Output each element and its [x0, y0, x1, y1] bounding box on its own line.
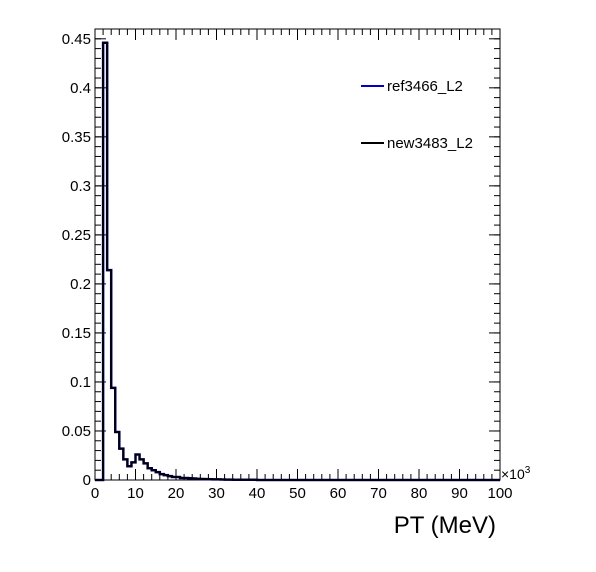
- x-tick-label: 10: [127, 485, 144, 502]
- x-tick-label: 0: [91, 485, 99, 502]
- y-tick-label: 0.2: [70, 276, 91, 293]
- x-axis-title: PT (MeV): [394, 512, 496, 539]
- x-axis: 0 10 20 30 40 50 60 70 80 90 100: [91, 29, 513, 502]
- y-tick-label: 0.45: [62, 31, 91, 48]
- series-line-ref3466_L2: [95, 41, 500, 482]
- y-tick-label: 0: [83, 472, 91, 489]
- y-tick-label: 0.35: [62, 129, 91, 146]
- y-tick-label: 0.25: [62, 227, 91, 244]
- series-line-new3483_L2: [95, 41, 500, 481]
- y-tick-label: 0.4: [70, 80, 91, 97]
- legend: ref3466_L2 new3483_L2: [361, 78, 473, 152]
- legend-label: new3483_L2: [387, 135, 473, 152]
- legend-label: ref3466_L2: [387, 78, 463, 95]
- minor-ticks: [94, 28, 501, 481]
- x-axis-multiplier: ×103: [501, 465, 531, 482]
- series-group: [95, 41, 500, 482]
- x-tick-label: 20: [168, 485, 185, 502]
- plot-frame: [94, 28, 501, 481]
- y-tick-label: 0.15: [62, 325, 91, 342]
- x-tick-label: 70: [370, 485, 387, 502]
- x-axis-multiplier-exp: 3: [525, 465, 531, 476]
- y-tick-label: 0.3: [70, 178, 91, 195]
- x-tick-label: 100: [487, 485, 512, 502]
- x-tick-label: 60: [330, 485, 347, 502]
- x-tick-label: 30: [208, 485, 225, 502]
- x-tick-label: 80: [411, 485, 428, 502]
- x-tick-label: 50: [289, 485, 306, 502]
- y-axis: 0 0.05 0.1 0.15 0.2 0.25 0.3 0.35 0.4 0.45: [62, 31, 500, 489]
- x-tick-label: 90: [451, 485, 468, 502]
- y-tick-label: 0.05: [62, 423, 91, 440]
- x-axis-multiplier-base: ×10: [501, 466, 525, 482]
- x-tick-label: 40: [249, 485, 266, 502]
- y-tick-label: 0.1: [70, 374, 91, 391]
